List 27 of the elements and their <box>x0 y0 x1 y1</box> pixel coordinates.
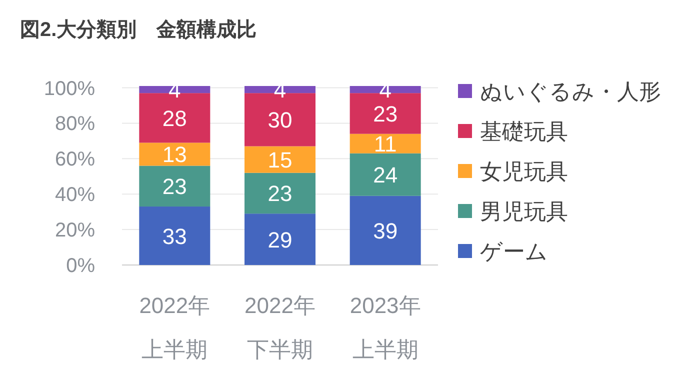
data-label: 29 <box>268 227 292 252</box>
data-label: 33 <box>162 224 187 249</box>
data-label: 30 <box>268 108 292 133</box>
y-tick-label: 60% <box>54 148 96 171</box>
data-label: 28 <box>162 106 187 131</box>
legend-label: ぬいぐるみ・人形 <box>480 79 661 104</box>
data-label: 24 <box>373 162 398 188</box>
y-tick-label: 20% <box>54 220 96 242</box>
x-tick-label: 2023年上半期 <box>350 293 421 362</box>
data-label: 39 <box>373 218 398 244</box>
y-tick-label: 40% <box>54 184 96 206</box>
legend-label: 男児玩具 <box>480 199 568 224</box>
y-tick-label: 0% <box>66 255 96 277</box>
data-label: 23 <box>373 101 398 126</box>
legend-label: 女児玩具 <box>480 159 568 184</box>
legend-label: 基礎玩具 <box>480 119 568 144</box>
x-tick-label: 2022年上半期 <box>139 293 210 362</box>
y-tick-label: 100% <box>44 78 96 100</box>
data-label: 11 <box>374 132 397 157</box>
data-label: 23 <box>268 181 292 206</box>
y-tick-label: 80% <box>54 113 96 136</box>
title: 図2.大分類別 金額構成比 <box>20 19 257 41</box>
data-label: 13 <box>162 142 187 168</box>
legend-label: ゲーム <box>480 239 548 264</box>
data-label: 15 <box>268 148 292 173</box>
data-label: 23 <box>162 174 187 200</box>
x-tick-label: 2022年下半期 <box>244 293 316 362</box>
